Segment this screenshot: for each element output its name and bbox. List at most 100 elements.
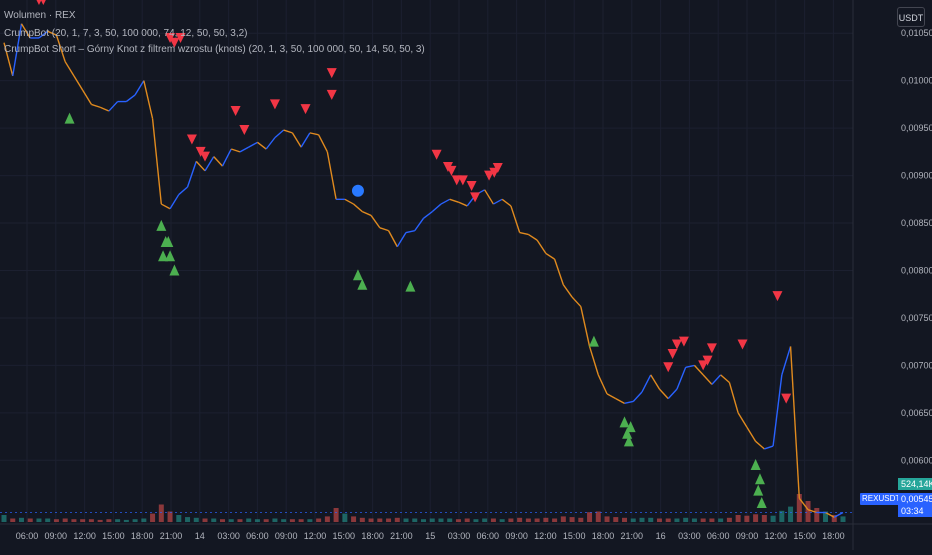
x-tick-label: 03:00: [448, 531, 471, 541]
volume-bar: [639, 517, 645, 522]
sell-signal-marker: [186, 134, 197, 145]
volume-bar: [438, 518, 444, 522]
price-segment: [143, 80, 154, 119]
price-segment: [309, 132, 319, 136]
price-segment: [527, 233, 538, 241]
volume-bar: [123, 519, 129, 522]
volume-bar: [158, 504, 164, 522]
volume-bar: [211, 518, 217, 522]
sell-signal-marker: [772, 291, 783, 302]
price-segment: [326, 151, 337, 200]
volume-bar: [27, 518, 33, 522]
volume-bar: [674, 518, 680, 522]
volume-bar: [499, 519, 505, 522]
volume-bar: [840, 516, 846, 522]
sell-signal-marker: [326, 68, 337, 79]
price-segment: [231, 148, 241, 153]
price-segment: [12, 23, 23, 77]
volume-bar: [185, 517, 191, 522]
price-segment: [213, 156, 224, 167]
volume-bar: [805, 501, 811, 522]
price-segment: [99, 106, 110, 112]
price-segment: [615, 398, 625, 404]
price-segment: [789, 346, 801, 499]
y-tick-label: 0,00700: [901, 360, 932, 370]
buy-signal-marker: [619, 416, 630, 428]
volume-bar: [80, 519, 86, 522]
x-tick-label: 15:00: [793, 531, 816, 541]
volume-bar: [744, 515, 750, 522]
price-segment: [798, 497, 809, 511]
x-tick-label: 09:00: [505, 531, 528, 541]
volume-bar: [386, 518, 392, 522]
volume-bar: [307, 519, 313, 522]
currency-button[interactable]: USDT: [897, 7, 925, 27]
indicator-label-volume[interactable]: Wolumen · REX: [4, 10, 76, 21]
volume-bar: [272, 518, 278, 522]
price-segment: [405, 229, 415, 234]
buy-signal-marker: [623, 435, 634, 447]
price-segment: [685, 364, 695, 368]
price-segment: [484, 189, 495, 205]
volume-bar: [622, 517, 628, 522]
price-segment: [283, 129, 293, 134]
x-tick-label: 09:00: [45, 531, 68, 541]
price-segment: [248, 141, 258, 148]
volume-bar: [735, 515, 741, 522]
volume-bar: [761, 515, 767, 522]
volume-bar: [718, 518, 724, 522]
x-tick-label: 15:00: [102, 531, 125, 541]
volume-bar: [665, 518, 671, 522]
countdown-tag: 03:34: [898, 505, 932, 517]
price-segment: [125, 94, 136, 103]
price-segment: [772, 374, 783, 447]
sell-signal-marker: [667, 349, 678, 360]
x-tick-label: 03:00: [678, 531, 701, 541]
highlight-point: [351, 184, 364, 197]
price-segment: [379, 227, 389, 232]
price-segment: [64, 61, 75, 77]
indicator-label-crumpbot-short[interactable]: CrumpBot Short – Górny Knot z filtrem wz…: [4, 44, 425, 55]
price-segment: [47, 30, 57, 36]
price-segment: [370, 215, 381, 229]
price-segment: [711, 374, 722, 385]
sell-signal-marker: [492, 162, 503, 173]
price-segment: [755, 440, 765, 450]
x-tick-label: 12:00: [534, 531, 557, 541]
volume-bar: [97, 519, 103, 522]
price-segment: [720, 374, 730, 384]
x-tick-label: 03:00: [217, 531, 240, 541]
volume-bar: [683, 517, 689, 522]
x-tick-label: 15:00: [333, 531, 356, 541]
price-segment: [493, 198, 503, 205]
price-segment: [239, 146, 250, 153]
y-tick-label: 0,00650: [901, 408, 932, 418]
price-segment: [82, 89, 92, 105]
symbol-tag: REXUSDT.P: [860, 493, 909, 505]
buy-signal-marker: [352, 269, 363, 281]
price-segment: [108, 101, 119, 112]
volume-bar: [429, 518, 435, 522]
price-segment: [580, 306, 591, 347]
volume-bar: [796, 494, 802, 522]
x-tick-label: 12:00: [304, 531, 327, 541]
volume-bar: [377, 518, 383, 522]
indicator-label-crumpbot[interactable]: CrumpBot (20, 1, 7, 3, 50, 100 000, 74, …: [4, 28, 248, 39]
price-segment: [300, 132, 311, 148]
volume-bar: [132, 519, 138, 522]
buy-signal-marker: [163, 236, 174, 248]
volume-bar: [193, 517, 199, 522]
volume-bar: [595, 511, 601, 522]
price-segment: [449, 198, 459, 203]
sell-signal-marker: [470, 192, 481, 203]
x-tick-label: 18:00: [131, 531, 154, 541]
x-tick-label: 09:00: [736, 531, 759, 541]
price-segment: [387, 230, 398, 248]
price-segment: [737, 412, 748, 428]
price-segment: [204, 156, 215, 172]
volume-bar: [814, 508, 820, 522]
price-segment: [764, 445, 774, 450]
price-segment: [20, 23, 31, 39]
